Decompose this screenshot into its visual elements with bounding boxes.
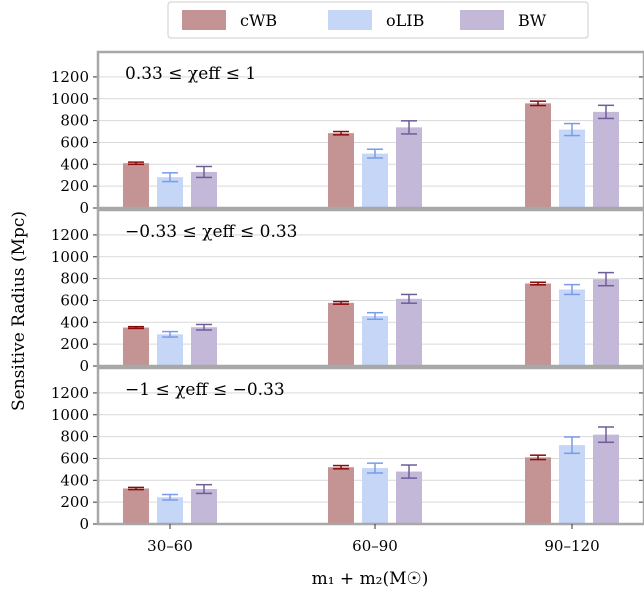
- y-tick-label: 1000: [51, 90, 89, 108]
- panel-frame: [96, 50, 644, 210]
- panel-annotation: −1 ≤ χeff ≤ −0.33: [125, 380, 285, 400]
- y-axis-label: Sensitive Radius (Mpc): [9, 211, 29, 411]
- bar-bw: [396, 127, 422, 208]
- x-axis-label: m₁ + m₂(M☉): [312, 569, 429, 589]
- panel-2: 0 200 400 600 800 1000 1200 −0.33 ≤ χeff ≤ 0.33: [51, 208, 644, 375]
- y-tick-label: 800: [60, 112, 89, 130]
- legend: cWB oLIB BW: [167, 1, 589, 39]
- legend-swatch-bw: [460, 10, 504, 30]
- y-tick-label: 1200: [51, 68, 89, 86]
- y-tick-label: 600: [60, 291, 89, 309]
- bar-cwb: [123, 327, 149, 366]
- y-tick-label: 1200: [51, 226, 89, 244]
- x-tick-label: 90–120: [544, 537, 599, 555]
- panels-layer: 0 200 400 600 800 1000 1200 0.33 ≤ χeff ≤ 1 0 200…: [51, 50, 644, 555]
- y-tick-label: 400: [60, 313, 89, 331]
- bar-olib: [362, 315, 388, 366]
- panel-3: 02004006008001000120030–6060–9090–120120…: [51, 366, 644, 555]
- bar-olib: [157, 177, 183, 208]
- x-tick-label: 60–90: [352, 537, 398, 555]
- bar-bw: [593, 279, 619, 366]
- y-tick-label: 600: [60, 449, 89, 467]
- legend-label-bw: BW: [518, 11, 547, 30]
- bar-cwb: [328, 302, 354, 366]
- y-tick-label: 1200: [51, 384, 89, 402]
- legend-swatch-cwb: [182, 10, 226, 30]
- bar-bw: [593, 111, 619, 208]
- y-tick-label: 0: [79, 515, 89, 533]
- panel-frame: [96, 366, 644, 526]
- bar-olib: [362, 153, 388, 208]
- bar-olib: [157, 497, 183, 524]
- panel-annotation: 0.33 ≤ χeff ≤ 1: [125, 64, 256, 84]
- bar-bw: [396, 471, 422, 524]
- bar-bw: [191, 489, 217, 524]
- y-tick-label: 200: [60, 177, 89, 195]
- bar-olib: [559, 129, 585, 208]
- bar-cwb: [123, 488, 149, 524]
- y-tick-label: 800: [60, 428, 89, 446]
- bar-bw: [593, 434, 619, 524]
- bar-olib: [559, 289, 585, 366]
- y-tick-label: 400: [60, 471, 89, 489]
- x-tick-label: 30–60: [147, 537, 193, 555]
- bar-cwb: [328, 133, 354, 208]
- bar-olib: [157, 334, 183, 366]
- bar-cwb: [525, 457, 551, 524]
- y-tick-label: 1000: [51, 248, 89, 266]
- bar-cwb: [328, 467, 354, 524]
- y-tick-label: 200: [60, 335, 89, 353]
- y-tick-label: 1000: [51, 406, 89, 424]
- bar-cwb: [525, 283, 551, 366]
- panel-1: 0 200 400 600 800 1000 1200 0.33 ≤ χeff ≤ 1: [51, 50, 644, 217]
- bar-bw: [396, 298, 422, 366]
- y-tick-label: 800: [60, 270, 89, 288]
- bar-cwb: [525, 103, 551, 208]
- y-tick-label: 0: [79, 357, 89, 375]
- panel-annotation: −0.33 ≤ χeff ≤ 0.33: [125, 222, 298, 242]
- legend-label-olib: oLIB: [386, 11, 424, 30]
- legend-label-cwb: cWB: [240, 11, 277, 30]
- legend-swatch-olib: [328, 10, 372, 30]
- panel-frame: [96, 208, 644, 368]
- y-tick-label: 600: [60, 133, 89, 151]
- bar-olib: [362, 468, 388, 524]
- bar-bw: [191, 327, 217, 366]
- y-tick-label: 200: [60, 493, 89, 511]
- y-tick-label: 400: [60, 155, 89, 173]
- bar-olib: [559, 445, 585, 524]
- bar-cwb: [123, 163, 149, 208]
- y-tick-label: 0: [79, 199, 89, 217]
